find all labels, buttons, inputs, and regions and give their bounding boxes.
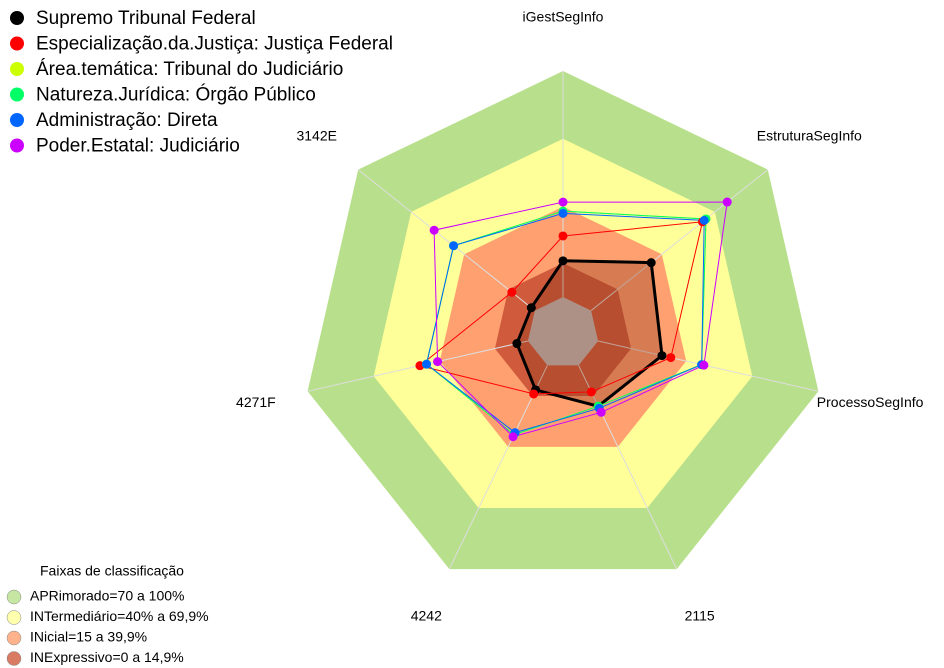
- legend-marker: [10, 138, 24, 153]
- data-point: [512, 339, 522, 349]
- band-legend-label: INExpressivo=0 a 14,9%: [30, 649, 184, 665]
- spoke: [597, 340, 819, 392]
- center-hole: [527, 297, 599, 366]
- legend-marker: [10, 36, 24, 51]
- band-legend-label: APRimorado=70 a 100%: [30, 588, 185, 604]
- data-point: [657, 351, 667, 361]
- axis-label: 4271F: [236, 394, 276, 410]
- data-point: [558, 197, 568, 207]
- legend-label: Administração: Direta: [36, 110, 218, 131]
- legend-marker: [10, 113, 24, 127]
- axis-label: EstruturaSegInfo: [757, 127, 862, 143]
- series-line: [418, 221, 704, 395]
- band-legend-label: INTermediário=40% a 69,9%: [30, 608, 209, 624]
- spoke: [357, 169, 536, 311]
- legend-marker: [10, 62, 24, 76]
- data-point: [449, 241, 459, 251]
- data-point: [666, 353, 676, 363]
- data-point: [529, 389, 539, 399]
- series-line: [515, 259, 664, 408]
- legend-label: Especialização.da.Justiça: Justiça Feder…: [36, 34, 393, 55]
- data-point: [586, 387, 596, 397]
- data-point: [508, 432, 518, 442]
- data-point: [429, 225, 439, 235]
- axis-label: 3142E: [296, 127, 336, 143]
- band-legend-marker: [6, 630, 22, 646]
- band-legend-marker: [6, 651, 22, 666]
- axis-label: ProcessoSegInfo: [817, 394, 924, 410]
- spoke: [578, 365, 678, 570]
- band-legend-marker: [6, 589, 22, 605]
- data-point: [558, 231, 568, 241]
- data-point: [699, 360, 709, 370]
- legend-label: Área.temática: Tribunal do Judiciário: [36, 59, 343, 80]
- legend-label: Supremo Tribunal Federal: [36, 8, 256, 29]
- data-point: [558, 256, 568, 266]
- band-legend-marker: [6, 610, 22, 625]
- data-point: [507, 287, 517, 297]
- data-point: [722, 197, 732, 207]
- axis-label: 2115: [685, 608, 715, 624]
- series-line: [425, 212, 705, 434]
- data-point: [699, 215, 709, 225]
- band-legend-label: INicial=15 a 39,9%: [30, 629, 147, 645]
- axis-label: 4242: [411, 608, 442, 624]
- axis-label: iGestSegInfo: [523, 9, 604, 25]
- data-point: [558, 208, 568, 218]
- bands-title: Faixas de classificação: [40, 563, 184, 579]
- legend-marker: [10, 87, 24, 102]
- spoke: [590, 169, 769, 311]
- data-point: [433, 357, 443, 367]
- data-point: [526, 303, 536, 313]
- legend-label: Natureza.Jurídica: Órgão Público: [36, 84, 316, 106]
- series-line: [433, 201, 728, 438]
- spoke: [448, 365, 548, 570]
- data-point: [596, 407, 606, 417]
- legend-label: Poder.Estatal: Judiciário: [36, 136, 240, 157]
- legend-marker: [10, 11, 24, 25]
- data-point: [422, 359, 432, 369]
- data-point: [646, 258, 656, 268]
